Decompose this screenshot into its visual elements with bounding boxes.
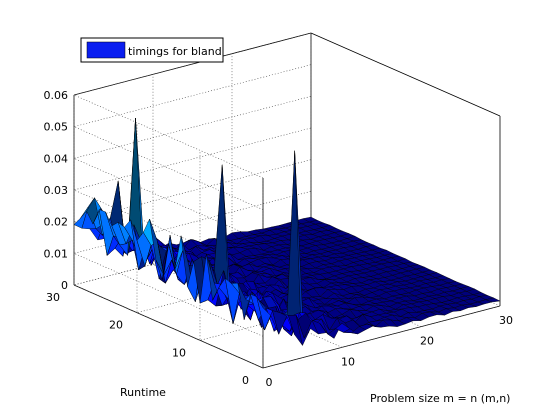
z-tick-label: 0.01 — [44, 247, 69, 260]
grid-line-x — [73, 95, 264, 369]
grid-line-z — [73, 159, 312, 305]
y-axis-label: Runtime — [120, 386, 166, 399]
grid-line-z — [73, 127, 312, 274]
legend: timings for bland — [80, 37, 224, 63]
frame-edge — [310, 32, 501, 117]
grid-line-x — [231, 53, 422, 327]
legend-swatch — [86, 41, 126, 59]
z-tick-label: 0 — [61, 279, 68, 292]
y-tick-label: 10 — [172, 346, 186, 359]
x-tick-label: 0 — [266, 376, 273, 389]
y-tick-label: 30 — [46, 291, 60, 304]
frame-edge — [73, 32, 312, 96]
y-tick-label: 0 — [242, 374, 249, 387]
axis-line — [73, 284, 264, 369]
x-tick-label: 20 — [420, 335, 434, 348]
y-tick-label: 20 — [109, 319, 123, 332]
grid-line-z — [73, 64, 312, 210]
surface-patch — [485, 297, 501, 303]
grid-line-z — [73, 191, 312, 337]
x-tick-label: 30 — [499, 314, 513, 327]
z-tick-label: 0.04 — [44, 152, 69, 165]
z-tick-label: 0.02 — [44, 216, 69, 229]
x-axis-label: Problem size m = n (m,n) — [370, 392, 510, 405]
z-tick-label: 0.03 — [44, 184, 69, 197]
z-tick-label: 0.06 — [44, 89, 69, 102]
surface-plot — [73, 118, 501, 347]
z-tick-label: 0.05 — [44, 121, 69, 134]
grid-line-x — [152, 74, 343, 348]
grid-line-x — [310, 33, 501, 307]
legend-entry: timings for bland — [128, 45, 222, 58]
x-tick-label: 10 — [341, 355, 355, 368]
grid-line-y — [262, 178, 501, 369]
